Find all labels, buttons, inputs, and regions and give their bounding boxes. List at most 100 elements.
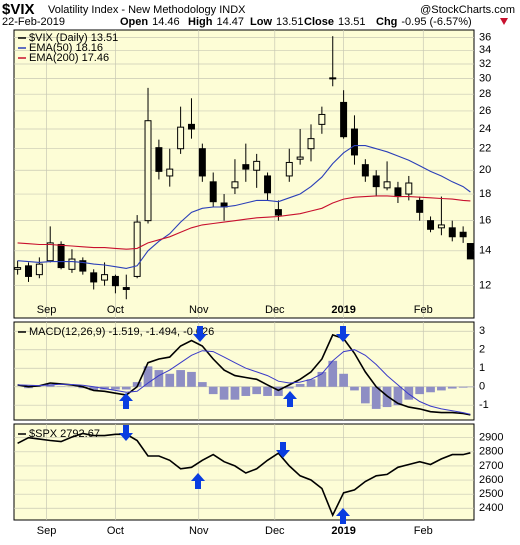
quote-label: High <box>188 16 213 28</box>
x-tick-label: Feb <box>414 304 433 316</box>
histogram-bar <box>339 374 348 387</box>
histogram-bar <box>111 387 120 390</box>
candle-body <box>330 78 336 79</box>
candle-body <box>91 273 97 282</box>
candle-body <box>243 165 249 169</box>
histogram-bar <box>263 387 272 396</box>
candle-body <box>69 259 75 269</box>
x-tick-label: 2019 <box>331 304 355 316</box>
candle-body <box>438 225 444 228</box>
y-tick-label: 2600 <box>479 474 503 486</box>
candle-body <box>123 288 129 290</box>
quote-item: Open 14.46 <box>120 16 180 28</box>
y-tick-label: 26 <box>479 105 491 117</box>
candle-body <box>232 182 238 188</box>
quote-item: Chg -0.95 (-6.57%) <box>376 16 472 28</box>
y-tick-label: 2500 <box>479 488 503 500</box>
quote-label: Close <box>304 16 334 28</box>
candle-body <box>275 210 281 215</box>
histogram-bar <box>361 387 370 404</box>
histogram-bar <box>394 387 403 405</box>
y-tick-label: 24 <box>479 123 491 135</box>
quote-label: Chg <box>376 16 397 28</box>
candle-body <box>26 266 32 277</box>
candle-body <box>373 176 379 187</box>
candle-body <box>102 275 108 280</box>
histogram-bar <box>448 387 457 389</box>
candle-body <box>286 162 292 175</box>
y-tick-label: -1 <box>479 399 489 411</box>
down-indicator <box>500 18 508 25</box>
histogram-bar <box>231 387 240 400</box>
candle-body <box>199 149 205 176</box>
y-tick-label: 32 <box>479 58 491 70</box>
histogram-bar <box>176 370 185 387</box>
date: 22-Feb-2019 <box>2 16 65 28</box>
candle-body <box>341 102 347 136</box>
candle-body <box>460 232 466 237</box>
candle-body <box>15 268 21 270</box>
quote-label: Open <box>120 16 148 28</box>
candle-body <box>297 157 303 159</box>
x-tick-label: Dec <box>265 304 285 316</box>
quote-value: 14.47 <box>216 16 244 28</box>
candle-body <box>167 169 173 176</box>
candle-body <box>134 222 140 276</box>
candle-body <box>362 165 368 176</box>
panel-label: MACD(12,26,9) -1.519, -1.494, -0.026 <box>29 326 214 338</box>
candle-body <box>428 221 434 230</box>
y-tick-label: 12 <box>479 280 491 292</box>
candle-body <box>156 148 162 172</box>
y-tick-label: 18 <box>479 188 491 200</box>
x-tick-label: Sep <box>37 525 57 537</box>
y-tick-label: 2 <box>479 344 485 356</box>
candle-body <box>254 161 260 170</box>
x-tick-label: Nov <box>189 525 209 537</box>
candle-body <box>384 182 390 188</box>
histogram-bar <box>404 387 413 400</box>
y-tick-label: 22 <box>479 143 491 155</box>
candle-body <box>265 176 271 193</box>
y-tick-label: 2400 <box>479 502 503 514</box>
y-tick-label: 2900 <box>479 432 503 444</box>
histogram-bar <box>198 382 207 387</box>
candle-body <box>178 127 184 149</box>
instrument-name: Volatility Index - New Methodology INDX <box>48 4 246 16</box>
x-tick-label: Nov <box>189 304 209 316</box>
x-tick-label: Dec <box>265 525 285 537</box>
x-tick-label: Sep <box>37 304 57 316</box>
candle-body <box>449 228 455 237</box>
histogram-bar <box>155 370 164 387</box>
x-tick-label: Oct <box>107 525 124 537</box>
quote-value: 14.46 <box>152 16 180 28</box>
histogram-bar <box>187 372 196 387</box>
x-tick-label: Oct <box>107 304 124 316</box>
plot-area <box>14 30 474 318</box>
histogram-bar <box>252 387 261 394</box>
candle-body <box>406 183 412 194</box>
y-tick-label: 16 <box>479 215 491 227</box>
candle-body <box>308 139 314 149</box>
quote-label: Low <box>250 16 272 28</box>
histogram-bar <box>296 384 305 387</box>
candle-body <box>395 188 401 197</box>
quote-value: -0.95 (-6.57%) <box>401 16 471 28</box>
candle-body <box>36 264 42 275</box>
candle-body <box>210 182 216 202</box>
y-tick-label: 28 <box>479 88 491 100</box>
candle-body <box>58 244 64 267</box>
histogram-bar <box>122 387 131 390</box>
y-tick-label: 20 <box>479 164 491 176</box>
quote-item: Low 13.51 <box>250 16 304 28</box>
histogram-bar <box>426 387 435 393</box>
candle-body <box>47 243 53 261</box>
y-tick-label: 2800 <box>479 446 503 458</box>
panel-label: $SPX 2792.67 <box>29 428 100 440</box>
y-tick-label: 14 <box>479 245 491 257</box>
y-tick-label: 36 <box>479 31 491 43</box>
quote-value: 13.51 <box>276 16 304 28</box>
y-tick-label: 1 <box>479 362 485 374</box>
